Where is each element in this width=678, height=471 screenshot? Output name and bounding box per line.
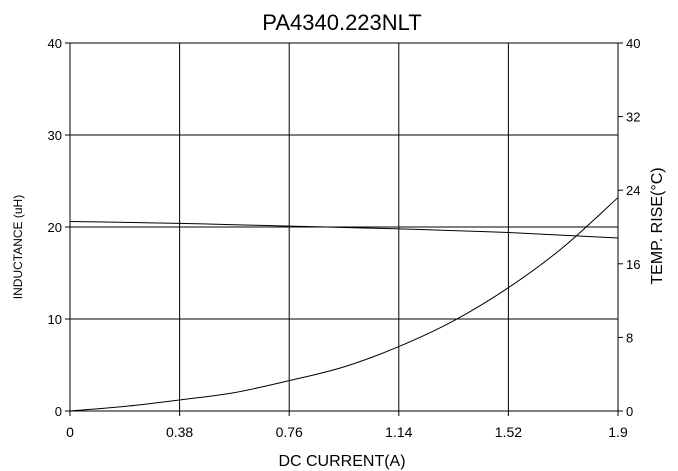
x-tick-label: 1.9	[608, 424, 628, 440]
y-tick-label: 30	[48, 128, 62, 143]
temp-rise-curve	[69, 197, 619, 412]
y2-tick-label: 16	[626, 257, 640, 272]
y-tick-label: 20	[48, 220, 62, 235]
chart-title: PA4340.223NLT	[262, 10, 421, 35]
x-tick-label: 0.76	[276, 424, 303, 440]
y2-tick-label: 40	[626, 36, 640, 51]
y2-axis-label: TEMP. RISE(°C)	[649, 167, 666, 284]
x-tick-label: 1.14	[385, 424, 412, 440]
y2-tick-label: 0	[626, 404, 633, 419]
y-axis-label: INDUCTANCE (uH)	[11, 195, 25, 299]
y2-tick-label: 8	[626, 330, 633, 345]
inductance-curve	[69, 220, 619, 239]
x-axis-label: DC CURRENT(A)	[278, 453, 405, 470]
tick-layer: 0 0.38 0.76 1.14 1.52 1.9 0 10 20 30 40 0 8 16 24 32 40	[48, 36, 641, 440]
series-layer	[69, 197, 619, 412]
y2-tick-label: 24	[626, 183, 640, 198]
x-tick-label: 1.52	[495, 424, 522, 440]
y2-tick-label: 32	[626, 110, 640, 125]
x-tick-label: 0.38	[166, 424, 193, 440]
y-tick-label: 10	[48, 312, 62, 327]
y-tick-label: 40	[48, 36, 62, 51]
y-tick-label: 0	[55, 404, 62, 419]
x-tick-label: 0	[66, 424, 74, 440]
